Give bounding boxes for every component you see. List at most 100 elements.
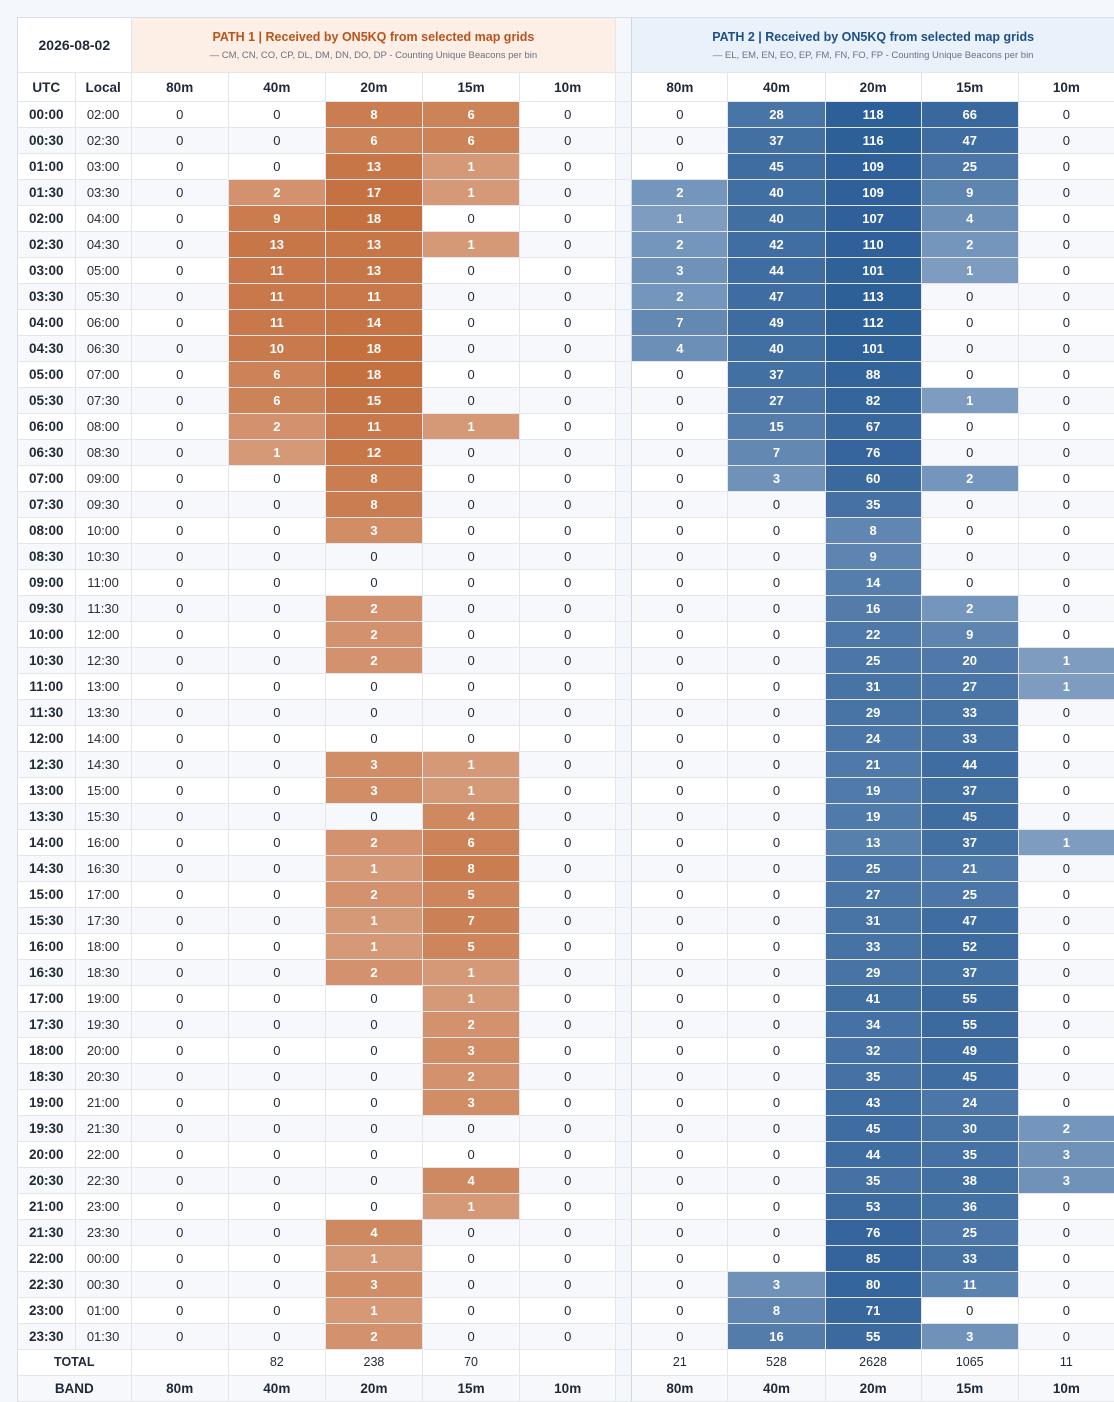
path-divider <box>615 18 633 73</box>
local-time-cell: 06:30 <box>75 335 132 362</box>
path1-count-cell: 0 <box>228 621 326 648</box>
utc-time-cell: 20:30 <box>18 1167 76 1194</box>
path-divider <box>615 1063 633 1090</box>
path2-count-cell: 0 <box>1018 1219 1114 1246</box>
path2-total: 1065 <box>921 1349 1019 1376</box>
path2-count-cell: 8 <box>825 517 922 544</box>
path1-count-cell: 0 <box>131 1011 229 1038</box>
path1-count-cell: 0 <box>131 1245 229 1272</box>
path2-total: 21 <box>631 1349 729 1376</box>
path2-count-cell: 20 <box>921 647 1019 674</box>
path2-count-cell: 52 <box>921 933 1019 960</box>
path1-count-cell: 3 <box>325 1271 424 1298</box>
path1-total: 82 <box>228 1349 326 1376</box>
path2-count-cell: 60 <box>825 465 922 492</box>
path1-count-cell: 0 <box>131 335 229 362</box>
path2-count-cell: 0 <box>631 1089 729 1116</box>
path2-count-cell: 35 <box>825 1063 922 1090</box>
path1-total <box>131 1349 229 1376</box>
local-time-cell: 02:30 <box>75 127 132 154</box>
path1-count-cell: 0 <box>131 153 229 180</box>
path-divider <box>615 1011 633 1038</box>
path1-count-cell: 0 <box>131 413 229 440</box>
path2-count-cell: 30 <box>921 1115 1019 1142</box>
path1-count-cell: 0 <box>131 127 229 154</box>
path2-count-cell: 0 <box>727 803 826 830</box>
path1-count-cell: 0 <box>228 1219 326 1246</box>
local-time-cell: 08:30 <box>75 439 132 466</box>
path2-count-cell: 49 <box>727 309 826 336</box>
path1-count-cell: 0 <box>228 1323 326 1350</box>
utc-time-cell: 23:30 <box>18 1323 76 1350</box>
local-time-cell: 07:00 <box>75 361 132 388</box>
path1-count-cell: 10 <box>228 335 326 362</box>
path2-count-cell: 1 <box>1018 673 1114 700</box>
path1-count-cell: 0 <box>131 1089 229 1116</box>
path2-count-cell: 0 <box>1018 101 1114 128</box>
path-divider <box>615 959 633 986</box>
path2-count-cell: 0 <box>631 387 729 414</box>
path2-count-cell: 37 <box>921 829 1019 856</box>
path-divider <box>615 1349 633 1376</box>
utc-time-cell: 15:00 <box>18 881 76 908</box>
path2-count-cell: 0 <box>1018 803 1114 830</box>
path1-count-cell: 0 <box>228 153 326 180</box>
path2-count-cell: 66 <box>921 101 1019 128</box>
path1-count-cell: 0 <box>519 881 617 908</box>
utc-time-cell: 04:00 <box>18 309 76 336</box>
path1-count-cell: 13 <box>325 257 424 284</box>
path2-count-cell: 31 <box>825 673 922 700</box>
local-time-cell: 16:30 <box>75 855 132 882</box>
path1-count-cell: 0 <box>519 543 617 570</box>
utc-time-cell: 19:30 <box>18 1115 76 1142</box>
path2-count-cell: 0 <box>727 1245 826 1272</box>
path2-count-cell: 0 <box>1018 413 1114 440</box>
path1-band-header: 40m <box>228 72 326 102</box>
path1-count-cell: 0 <box>519 803 617 830</box>
path-divider <box>615 309 633 336</box>
path2-count-cell: 0 <box>727 829 826 856</box>
path1-count-cell: 6 <box>325 127 424 154</box>
path2-count-cell: 0 <box>921 439 1019 466</box>
path-divider <box>615 335 633 362</box>
path1-count-cell: 0 <box>422 491 521 518</box>
path2-count-cell: 0 <box>631 1063 729 1090</box>
path1-count-cell: 0 <box>228 543 326 570</box>
path2-count-cell: 101 <box>825 335 922 362</box>
path-divider <box>615 907 633 934</box>
path1-count-cell: 1 <box>422 959 521 986</box>
data-rows: 00:00 02:00 0 0 8 6 0 0 28 118 66 0 00:30 02:30 0 0 6 6 0 0… <box>18 101 1114 1350</box>
path2-count-cell: 45 <box>921 1063 1019 1090</box>
path2-count-cell: 25 <box>921 881 1019 908</box>
path2-count-cell: 0 <box>1018 699 1114 726</box>
utc-time-cell: 00:30 <box>18 127 76 154</box>
path1-count-cell: 0 <box>422 699 521 726</box>
path1-count-cell: 0 <box>131 1115 229 1142</box>
path2-count-cell: 0 <box>921 491 1019 518</box>
path1-count-cell: 0 <box>131 751 229 778</box>
path1-count-cell: 0 <box>422 465 521 492</box>
local-time-cell: 07:30 <box>75 387 132 414</box>
path1-count-cell: 1 <box>422 751 521 778</box>
path2-count-cell: 0 <box>727 699 826 726</box>
table-row: 22:30 00:30 0 0 3 0 0 0 3 80 11 0 <box>18 1271 1114 1298</box>
path1-count-cell: 0 <box>131 1037 229 1064</box>
path1-count-cell: 11 <box>325 413 424 440</box>
path1-count-cell: 0 <box>422 335 521 362</box>
local-time-cell: 05:00 <box>75 257 132 284</box>
path1-count-cell: 0 <box>131 1193 229 1220</box>
path1-count-cell: 0 <box>519 1115 617 1142</box>
path2-count-cell: 0 <box>1018 517 1114 544</box>
path1-count-cell: 0 <box>131 257 229 284</box>
path1-count-cell: 0 <box>228 725 326 752</box>
table-row: 09:00 11:00 0 0 0 0 0 0 0 14 0 0 <box>18 569 1114 596</box>
path1-count-cell: 0 <box>422 1297 521 1324</box>
path1-count-cell: 0 <box>228 517 326 544</box>
path2-count-cell: 3 <box>1018 1141 1114 1168</box>
path2-count-cell: 11 <box>921 1271 1019 1298</box>
path1-count-cell: 0 <box>519 1011 617 1038</box>
path-divider <box>615 387 633 414</box>
path1-count-cell: 1 <box>228 439 326 466</box>
path2-count-cell: 0 <box>727 621 826 648</box>
path1-count-cell: 0 <box>228 803 326 830</box>
